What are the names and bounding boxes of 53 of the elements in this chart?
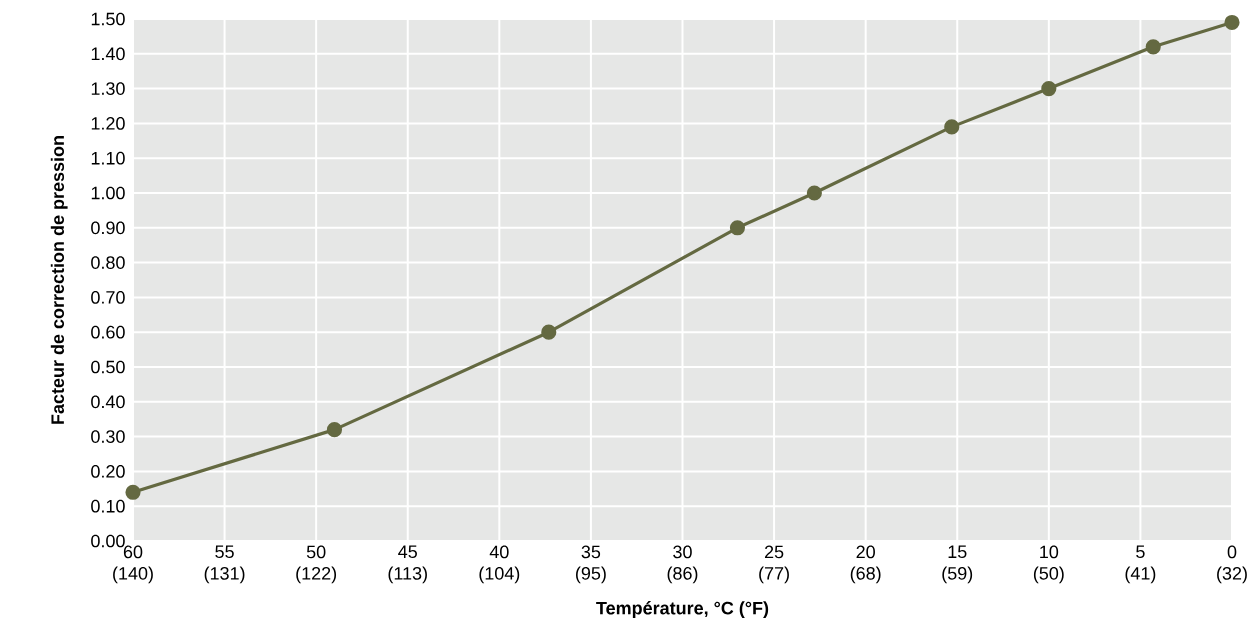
point xyxy=(806,185,822,201)
y-tick-label: 1.30 xyxy=(91,82,125,95)
y-tick-label: 1.40 xyxy=(91,47,125,61)
x2-tick-label: (122) xyxy=(296,566,337,584)
point xyxy=(729,220,746,236)
x2-tick-label: (50) xyxy=(1033,566,1064,584)
x-tick-label: 5 xyxy=(1136,545,1145,559)
y-tick-label: 0.30 xyxy=(91,430,125,443)
x2-tick-label: (86) xyxy=(667,566,698,584)
point xyxy=(125,484,141,500)
x2-tick-label: (41) xyxy=(1125,566,1156,584)
point xyxy=(944,119,960,135)
y-tick-label: 0.70 xyxy=(91,291,125,304)
y-tick-label: 0.20 xyxy=(91,465,125,478)
point xyxy=(326,422,343,438)
x2-tick-label: (77) xyxy=(759,566,789,584)
y-tick-label: 0.80 xyxy=(91,256,125,269)
point xyxy=(1145,39,1161,55)
y-tick-label: 1.10 xyxy=(91,151,125,165)
x2-tick-label: (140) xyxy=(113,566,153,584)
x-tick-label: 30 xyxy=(673,545,692,559)
y-tick-label: 1.50 xyxy=(91,12,125,26)
x-tick-label: 10 xyxy=(1040,545,1059,559)
x2-tick-label: (59) xyxy=(942,566,973,584)
y-tick-label: 0.10 xyxy=(91,499,125,513)
x-tick-label: 55 xyxy=(215,545,234,559)
point xyxy=(1224,14,1240,31)
x-tick-label: 20 xyxy=(856,545,875,559)
y-tick-label: 0.50 xyxy=(91,360,125,374)
x2-tick-label: (68) xyxy=(850,566,881,584)
x2-tick-label: (131) xyxy=(204,566,245,584)
y-tick-label: 0.40 xyxy=(91,395,125,409)
x-tick-label: 50 xyxy=(306,545,326,559)
x-tick-label: 25 xyxy=(764,545,784,559)
y-tick-label: 0.00 xyxy=(91,534,125,548)
x-tick-label: 0 xyxy=(1227,545,1237,559)
x-tick-label: 35 xyxy=(581,545,601,559)
y-axis-title: Facteur de correction de pression xyxy=(50,136,68,424)
y-tick-label: 1.00 xyxy=(91,186,125,200)
x2-tick-label: (95) xyxy=(576,566,606,584)
x-tick-label: 60 xyxy=(123,545,143,559)
x2-tick-label: (104) xyxy=(479,566,520,584)
y-tick-label: 1.20 xyxy=(91,117,125,130)
y-tick-label: 0.90 xyxy=(91,221,125,235)
point xyxy=(541,324,557,340)
x2-tick-label: (32) xyxy=(1217,566,1247,584)
x-tick-label: 45 xyxy=(398,545,417,559)
x-tick-label: 40 xyxy=(489,545,509,559)
x-axis-title: Température, °C (°F) xyxy=(596,601,769,619)
x2-tick-label: (113) xyxy=(388,566,427,584)
point xyxy=(1041,81,1057,97)
x-tick-label: 15 xyxy=(948,545,967,559)
y-tick-label: 0.60 xyxy=(91,325,125,339)
